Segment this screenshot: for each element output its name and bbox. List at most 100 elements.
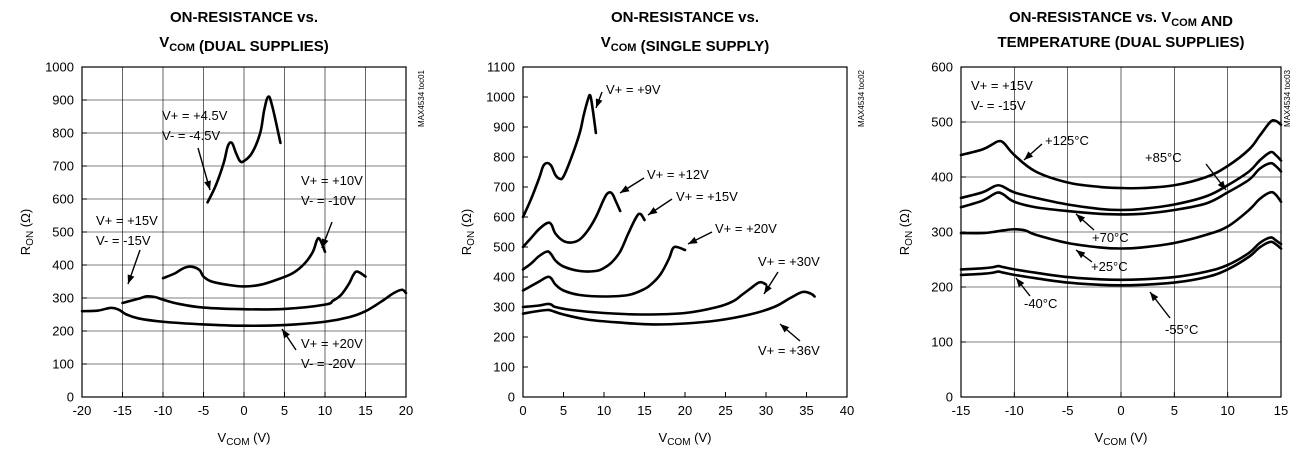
y-tick-label: 400 — [52, 258, 74, 273]
x-tick-label: 5 — [1171, 403, 1178, 418]
x-tick-label: -5 — [1062, 403, 1074, 418]
x-axis-label: VCOM (V) — [659, 430, 712, 448]
y-tick-label: 500 — [493, 240, 515, 255]
series-line-1 — [206, 95, 282, 204]
annotation-label-1: V+ = +9V — [606, 82, 661, 97]
y-axis-label: RON (Ω) — [897, 209, 915, 255]
series-line-4 — [959, 190, 1283, 250]
x-tick-label: 25 — [718, 403, 732, 418]
x-tick-label: -15 — [952, 403, 971, 418]
annotation-label-2: V+ = +10V — [301, 173, 363, 188]
series-line-3 — [521, 212, 646, 273]
y-tick-label: 500 — [931, 115, 953, 130]
chart-title-line-1: ON-RESISTANCE vs. — [170, 9, 318, 26]
annotation-label-4: V+ = +20V — [301, 336, 363, 351]
y-tick-label: 300 — [931, 225, 953, 240]
series-line-3 — [121, 270, 367, 311]
annotation-label-3: V+ = +15V — [96, 213, 158, 228]
series-line-6 — [959, 240, 1283, 287]
x-tick-label: 5 — [560, 403, 567, 418]
series-line-1 — [959, 118, 1283, 190]
annotation-label-2: +125°C — [1045, 133, 1089, 148]
series-line-4 — [80, 288, 408, 328]
x-tick-label: 15 — [637, 403, 651, 418]
x-tick-label: -10 — [154, 403, 173, 418]
x-tick-label: -5 — [198, 403, 210, 418]
chart-title-line-1: ON-RESISTANCE vs. VCOM AND — [1009, 9, 1233, 30]
chart-title-line-2: VCOM (SINGLE SUPPLY) — [601, 34, 770, 55]
x-tick-label: 0 — [519, 403, 526, 418]
chart-1: ON-RESISTANCE vs. VCOM (DUAL SUPPLIES) -20… — [18, 9, 426, 448]
arrow-head — [204, 180, 211, 190]
x-tick-label: 5 — [281, 403, 288, 418]
part-code-label: MAX4534 toc01 — [417, 69, 426, 126]
x-tick-label: 0 — [240, 403, 247, 418]
x-tick-label: -10 — [1005, 403, 1024, 418]
x-tick-label: 10 — [597, 403, 611, 418]
annotation-label-1: V- = -4.5V — [162, 128, 220, 143]
arrow-head — [688, 236, 698, 244]
annotation-label-5: V+ = +30V — [758, 254, 820, 269]
annotation-label-4: V- = -20V — [301, 356, 356, 371]
series-line-2 — [521, 191, 622, 249]
annotation-label-6: V+ = +36V — [758, 343, 820, 358]
annotation-label-3: +85°C — [1145, 150, 1182, 165]
annotation-label-2: V- = -10V — [301, 193, 356, 208]
arrow-head — [1076, 250, 1086, 259]
series-line-4 — [521, 245, 687, 298]
annotation-label-5: +25°C — [1091, 259, 1128, 274]
annotation-label-6: -40°C — [1024, 296, 1057, 311]
y-tick-label: 800 — [52, 126, 74, 141]
y-axis-label: RON (Ω) — [18, 209, 36, 255]
x-tick-label: 35 — [799, 403, 813, 418]
part-code-label: MAX4534 toc03 — [1283, 69, 1292, 126]
annotation-label-1: V+ = +4.5V — [162, 108, 228, 123]
series-line-2 — [161, 236, 327, 288]
part-code-label: MAX4534 toc02 — [857, 69, 866, 126]
y-tick-label: 400 — [931, 170, 953, 185]
annotation-label-1: V+ = +15V — [971, 78, 1033, 93]
y-tick-label: 300 — [52, 291, 74, 306]
x-tick-label: 15 — [1274, 403, 1288, 418]
chart-title-line-2: VCOM (DUAL SUPPLIES) — [159, 34, 329, 55]
y-tick-label: 500 — [52, 225, 74, 240]
y-tick-label: 600 — [52, 192, 74, 207]
y-tick-label: 700 — [52, 159, 74, 174]
x-tick-label: 15 — [358, 403, 372, 418]
y-tick-label: 0 — [946, 390, 953, 405]
arrow-head — [620, 185, 630, 193]
x-axis-label: VCOM (V) — [1095, 430, 1148, 448]
y-tick-label: 0 — [508, 390, 515, 405]
arrow-head — [321, 238, 329, 248]
x-tick-label: 30 — [759, 403, 773, 418]
y-tick-label: 200 — [493, 330, 515, 345]
arrow-head — [764, 284, 772, 294]
annotation-label-7: -55°C — [1165, 322, 1198, 337]
x-tick-label: 10 — [318, 403, 332, 418]
series-line-5 — [959, 236, 1283, 282]
chart-title-line-2: TEMPERATURE (DUAL SUPPLIES) — [998, 34, 1245, 51]
annotation-label-4: +70°C — [1092, 230, 1129, 245]
y-tick-label: 700 — [493, 180, 515, 195]
series-line-2 — [959, 150, 1283, 212]
y-axis-label: RON (Ω) — [459, 209, 477, 255]
y-tick-label: 100 — [493, 360, 515, 375]
x-tick-label: -20 — [73, 403, 92, 418]
y-tick-label: 600 — [493, 210, 515, 225]
annotation-label-3: V+ = +15V — [676, 189, 738, 204]
y-tick-label: 800 — [493, 150, 515, 165]
y-tick-label: 200 — [52, 324, 74, 339]
arrow-head — [1150, 292, 1159, 302]
y-tick-label: 400 — [493, 270, 515, 285]
y-tick-label: 100 — [52, 357, 74, 372]
x-tick-label: 40 — [840, 403, 854, 418]
y-tick-label: 900 — [493, 120, 515, 135]
chart-title-line-1: ON-RESISTANCE vs. — [611, 9, 759, 26]
arrow-head — [1024, 151, 1034, 160]
y-tick-label: 1000 — [45, 60, 74, 75]
x-tick-label: -15 — [113, 403, 132, 418]
x-tick-label: 0 — [1117, 403, 1124, 418]
arrow-head — [1217, 180, 1226, 190]
arrow-head — [282, 329, 290, 339]
